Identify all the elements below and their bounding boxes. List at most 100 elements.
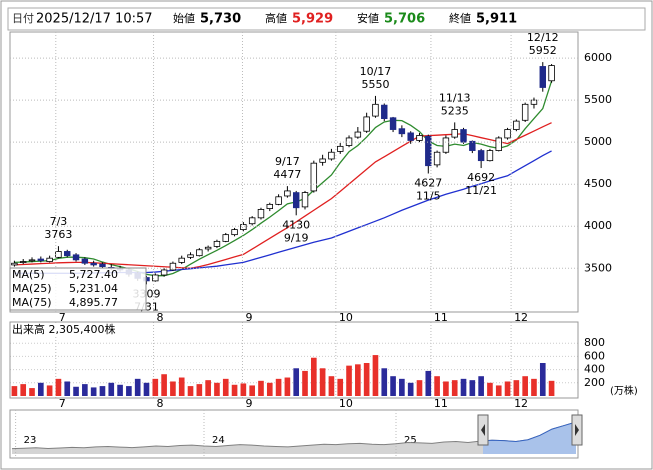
volume-bar: [187, 386, 194, 396]
ma-line: [14, 80, 553, 277]
volume-bar: [460, 378, 467, 396]
volume-bar: [443, 381, 449, 396]
legend-value: 5,231.04: [69, 282, 118, 295]
navigator-selected-area: [483, 422, 576, 454]
volume-bar: [302, 370, 308, 396]
candle-body: [178, 257, 185, 263]
volume-bar: [258, 380, 264, 396]
volume-bar: [495, 385, 502, 396]
volume-bar: [178, 377, 185, 396]
handle-arrow: [481, 424, 485, 436]
volume-bar: [319, 368, 326, 396]
candle-body: [292, 192, 300, 209]
candle-body: [19, 261, 27, 263]
navigator-selection: [483, 421, 577, 454]
annotation-date: 11/5: [416, 190, 441, 203]
volume-bar: [29, 388, 35, 396]
y-tick-label: 400: [584, 363, 605, 376]
candle-body: [72, 254, 80, 261]
handle-arrow: [575, 424, 579, 436]
volume-bar: [275, 378, 282, 396]
legend-value: 4,895.77: [69, 296, 118, 309]
legend-name: MA(25): [12, 282, 52, 295]
candle-body: [354, 131, 362, 138]
candle-body: [37, 258, 45, 262]
candle-body: [28, 259, 36, 262]
volume-bar: [293, 368, 300, 396]
annotation-date: 9/17: [275, 155, 300, 168]
volume-bar: [548, 380, 555, 396]
volume-bar: [73, 386, 79, 396]
candle-body: [187, 254, 194, 258]
volume-bar: [90, 387, 97, 396]
annotation-value: 3763: [44, 228, 72, 241]
candle-body: [99, 263, 106, 267]
x-tick-label: 10: [339, 311, 353, 324]
candle-body: [64, 251, 71, 257]
candle-body: [152, 274, 159, 282]
annotation-date: 7/3: [50, 215, 68, 228]
volume-bar: [451, 380, 458, 396]
annotation-date: 11/13: [439, 91, 471, 104]
volume-bar: [55, 378, 62, 396]
candle-body: [81, 258, 89, 264]
volume-bar: [266, 382, 273, 396]
candle-body: [328, 151, 335, 160]
annotation-value: 4692: [467, 171, 495, 184]
candle-body: [521, 103, 529, 121]
legend-box: [9, 267, 147, 311]
candle-body: [204, 246, 212, 250]
volume-bar: [425, 370, 432, 396]
candle-body: [451, 129, 458, 138]
volume-bar: [152, 378, 159, 396]
x-tick-label: 10: [339, 397, 353, 410]
candle-body: [442, 137, 450, 153]
volume-bar: [126, 386, 132, 396]
volume-bar: [363, 363, 370, 396]
volume-bar: [310, 357, 317, 396]
candle-body: [433, 151, 441, 166]
open-value: 5,730: [200, 12, 241, 27]
x-tick-label: 11: [434, 311, 448, 324]
volume-bar: [99, 386, 106, 396]
volume-bar: [82, 384, 88, 396]
volume-bar: [240, 383, 247, 396]
price-clip: [11, 62, 555, 285]
low-value: 5,706: [384, 12, 425, 27]
legend-name: MA(5): [12, 268, 45, 281]
x-tick-label: 11: [434, 397, 448, 410]
y-tick-label: 5000: [584, 135, 612, 148]
volume-bar: [328, 376, 335, 396]
candle-body: [284, 190, 291, 197]
volume-bar: [205, 380, 211, 396]
date-label: 日付: [12, 12, 34, 25]
legend-name: MA(75): [12, 296, 52, 309]
candle-body: [240, 224, 247, 230]
volume-bar: [161, 374, 167, 396]
candle-body: [539, 66, 546, 88]
candle-body: [389, 117, 397, 130]
x-tick-label: 7: [59, 311, 66, 324]
candle-body: [504, 129, 511, 139]
candle-body: [548, 65, 555, 82]
volume-bar: [522, 376, 528, 396]
x-tick-label: 8: [157, 397, 164, 410]
annotation-value: 4130: [282, 218, 310, 231]
chart-layer: 3500 4000 4500 5000 5500 6000 7 7 8 8 9 9 10 10 11 11 12…: [9, 31, 638, 410]
volume-bar: [346, 365, 352, 396]
candle-body: [337, 145, 344, 152]
volume-unit: (万株): [610, 384, 638, 397]
candle-body: [425, 135, 432, 167]
volume-bar: [355, 364, 361, 396]
volume-bar: [469, 380, 476, 396]
volume-bar: [64, 381, 71, 396]
volume-bar: [222, 378, 229, 396]
y-tick-label: 4000: [584, 219, 612, 232]
candle-body: [513, 120, 520, 130]
volume-bar: [170, 381, 176, 396]
close-value: 5,911: [476, 12, 517, 27]
candle-body: [416, 135, 423, 141]
volume-bar: [390, 376, 396, 396]
y-tick-label: 200: [584, 376, 605, 389]
candle-body: [530, 99, 538, 105]
